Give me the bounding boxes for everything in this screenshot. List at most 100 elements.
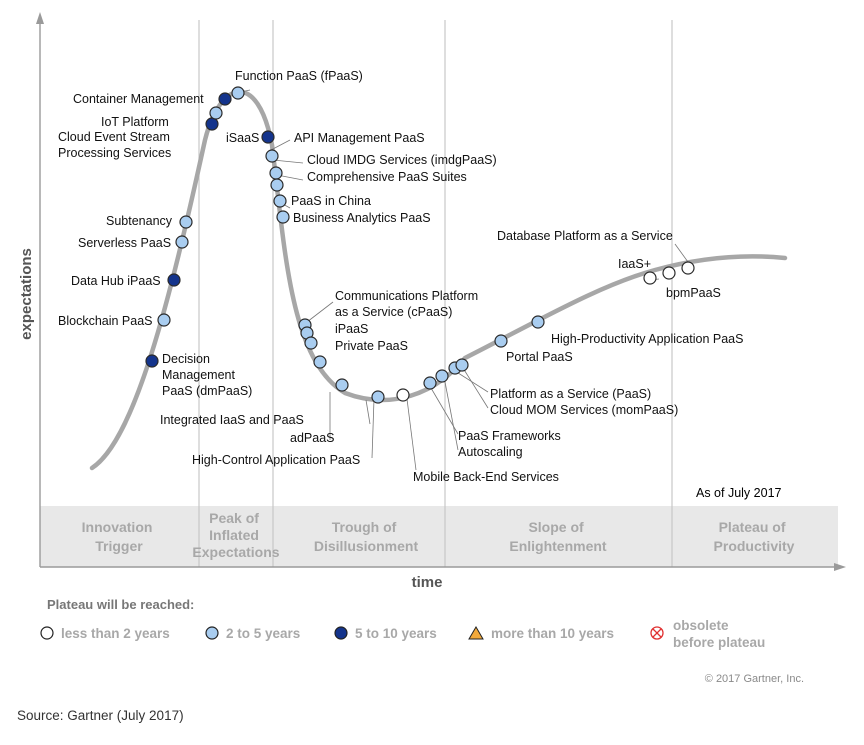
legend-label-obsolete: obsolete before plateau (673, 618, 765, 650)
marker-subtenancy (179, 215, 193, 229)
marker-mobile-back-end-services (396, 388, 410, 402)
leader-line (674, 243, 689, 263)
marker-api-management-paas (265, 149, 279, 163)
label-decision-management: Decision Management PaaS (dmPaaS) (162, 352, 252, 398)
marker-serverless-paas (175, 235, 189, 249)
label-comprehensive-paas: Comprehensive PaaS Suites (307, 170, 467, 184)
leader-line (306, 301, 334, 323)
label-serverless-paas: Serverless PaaS (78, 236, 171, 250)
marker-business-analytics-paas (276, 210, 290, 224)
label-decision-management-l1: Decision (162, 352, 210, 366)
label-ipaas: iPaaS (335, 322, 368, 336)
label-cloud-mom: Cloud MOM Services (momPaaS) (490, 403, 678, 417)
label-adpaas: adPaaS (290, 431, 334, 445)
phase-plateau-l1: Plateau of (719, 519, 786, 535)
label-paas-in-china: PaaS in China (291, 194, 371, 208)
marker-decision-management-paas-dmpaas (145, 354, 159, 368)
label-business-analytics-paas: Business Analytics PaaS (293, 211, 431, 225)
legend-marker-more-than-10 (468, 626, 484, 640)
hype-curve (89, 89, 788, 471)
label-paas-frameworks: PaaS Frameworks (458, 429, 561, 443)
label-blockchain-paas: Blockchain PaaS (58, 314, 153, 328)
phase-slope-l1: Slope of (528, 519, 584, 535)
legend-label-more-than-10: more than 10 years (491, 626, 614, 641)
legend-label-2-to-5: 2 to 5 years (226, 626, 300, 641)
phase-innovation-trigger-l2: Trigger (95, 538, 143, 554)
technology-markers (145, 86, 695, 404)
legend-label-5-to-10: 5 to 10 years (355, 626, 437, 641)
phase-plateau: Plateau of Productivity (714, 519, 795, 554)
technology-labels: Decision Management PaaS (dmPaaS) Blockc… (58, 69, 743, 484)
marker-private-paas (304, 336, 318, 350)
phase-peak-l2: Inflated (209, 527, 259, 543)
marker-iot-platform (209, 106, 223, 120)
label-cpaas-l1: Communications Platform (335, 289, 478, 303)
label-bpmpaas: bpmPaaS (666, 286, 721, 300)
label-cpaas: Communications Platform as a Service (cP… (335, 289, 482, 319)
marker-high-productivity-application-paas (531, 315, 545, 329)
marker-function-paas-fpaas (231, 86, 245, 100)
phase-peak: Peak of Inflated Expectations (192, 510, 279, 560)
as-of-label: As of July 2017 (696, 486, 782, 500)
legend-marker-obsolete (650, 626, 664, 640)
legend: Plateau will be reached: less than 2 yea… (40, 597, 765, 650)
legend-marker-2-to-5 (205, 626, 219, 640)
phase-band (40, 506, 838, 567)
source-note: Source: Gartner (July 2017) (17, 708, 184, 723)
axes (36, 12, 846, 571)
copyright: © 2017 Gartner, Inc. (705, 673, 804, 685)
marker-iaas (643, 271, 657, 285)
y-axis-title: expectations (18, 248, 35, 340)
label-database-paas: Database Platform as a Service (497, 229, 673, 243)
label-decision-management-l2: Management (162, 368, 235, 382)
marker-cloud-mom-services-mompaas (455, 358, 469, 372)
label-function-paas: Function PaaS (fPaaS) (235, 69, 363, 83)
leader-line (270, 139, 291, 151)
marker-paas-frameworks (423, 376, 437, 390)
phase-peak-l1: Peak of (209, 510, 259, 526)
label-cloud-event-stream-l1: Cloud Event Stream (58, 130, 170, 144)
phase-peak-l3: Expectations (192, 544, 279, 560)
label-high-control-apaas: High-Control Application PaaS (192, 453, 360, 467)
legend-marker-less-than-2 (40, 626, 54, 640)
label-api-management-paas: API Management PaaS (294, 131, 425, 145)
phase-trough-l2: Disillusionment (314, 538, 419, 554)
label-container-management: Container Management (73, 92, 204, 106)
marker-isaas (261, 130, 275, 144)
y-axis-arrow (36, 12, 44, 24)
marker-bpmpaas (662, 266, 676, 280)
marker-data-hub-ipaas (167, 273, 181, 287)
label-cloud-event-stream-l2: Processing Services (58, 146, 171, 160)
legend-label-obsolete-l1: obsolete (673, 618, 729, 633)
label-mobile-backend: Mobile Back-End Services (413, 470, 559, 484)
marker-cloud-event-stream-processing-services (205, 117, 219, 131)
marker-comprehensive-paas-suites (270, 178, 284, 192)
leader-line (272, 159, 304, 164)
leader-line (365, 399, 371, 425)
label-isaas: iSaaS (226, 131, 259, 145)
marker-container-management (218, 92, 232, 106)
label-cloud-imdg: Cloud IMDG Services (imdgPaaS) (307, 153, 497, 167)
leader-line (371, 398, 375, 459)
label-platform-as-a-service: Platform as a Service (PaaS) (490, 387, 651, 401)
legend-label-obsolete-l2: before plateau (673, 635, 765, 650)
marker-database-platform-as-a-service (681, 261, 695, 275)
label-high-productivity-apaas: High-Productivity Application PaaS (551, 332, 743, 346)
marker-high-control-application-paas (371, 390, 385, 404)
legend-title: Plateau will be reached: (47, 597, 194, 612)
marker-autoscaling (435, 369, 449, 383)
label-portal-paas: Portal PaaS (506, 350, 573, 364)
phase-innovation-trigger-l1: Innovation (82, 519, 153, 535)
marker-paas-in-china (273, 194, 287, 208)
leader-line (406, 398, 417, 471)
phase-innovation-trigger: Innovation Trigger (82, 519, 157, 554)
marker-blockchain-paas (157, 313, 171, 327)
x-axis-title: time (412, 574, 443, 591)
phase-slope: Slope of Enlightenment (509, 519, 607, 554)
marker-portal-paas (494, 334, 508, 348)
label-autoscaling: Autoscaling (458, 445, 523, 459)
marker-integrated-iaas-and-paas (313, 355, 327, 369)
label-decision-management-l3: PaaS (dmPaaS) (162, 384, 252, 398)
leader-line (444, 381, 459, 451)
